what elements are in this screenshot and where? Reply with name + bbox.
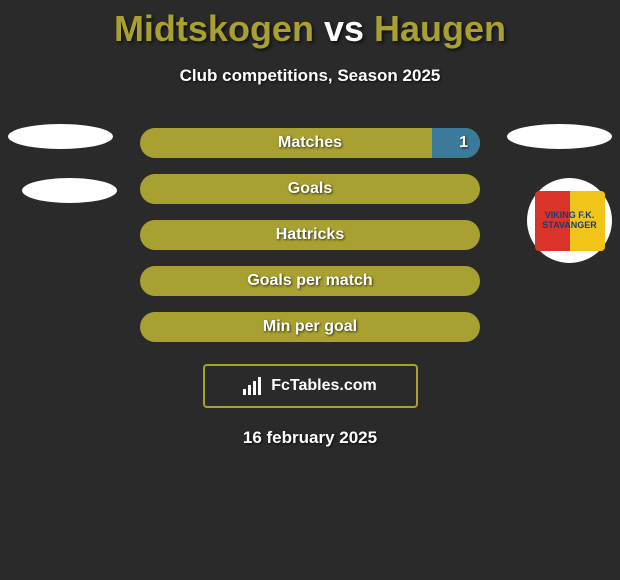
player1-name: Midtskogen: [114, 8, 314, 49]
stat-bar-matches: Matches 1: [140, 128, 480, 158]
player1-photo-placeholder-1: [8, 124, 113, 149]
chart-icon: [243, 377, 265, 395]
stat-bar-goals: Goals: [140, 174, 480, 204]
stat-bar-hattricks: Hattricks: [140, 220, 480, 250]
player1-photo-placeholder-2: [22, 178, 117, 203]
page-title: Midtskogen vs Haugen: [0, 0, 620, 50]
stat-label: Matches: [278, 134, 342, 152]
vs-label: vs: [324, 8, 364, 49]
stat-bar-goals-per-match: Goals per match: [140, 266, 480, 296]
stat-bars: Matches 1 Goals Hattricks Goals per matc…: [0, 128, 620, 342]
club-badge: VIKING F.K. STAVANGER: [527, 178, 612, 263]
stat-label: Hattricks: [276, 226, 344, 244]
brand-text: FcTables.com: [271, 377, 377, 395]
club-badge-line2: STAVANGER: [542, 221, 597, 231]
club-badge-inner: VIKING F.K. STAVANGER: [535, 191, 605, 251]
brand-box: FcTables.com: [203, 364, 418, 408]
subtitle: Club competitions, Season 2025: [0, 66, 620, 86]
player2-photo-placeholder: [507, 124, 612, 149]
stat-label: Goals per match: [247, 272, 372, 290]
stat-label: Goals: [288, 180, 332, 198]
player2-name: Haugen: [374, 8, 506, 49]
stat-bar-matches-right-fill: [432, 128, 480, 158]
footer-date: 16 february 2025: [0, 428, 620, 448]
stat-value-right: 1: [459, 134, 468, 152]
stat-label: Min per goal: [263, 318, 357, 336]
stat-bar-min-per-goal: Min per goal: [140, 312, 480, 342]
